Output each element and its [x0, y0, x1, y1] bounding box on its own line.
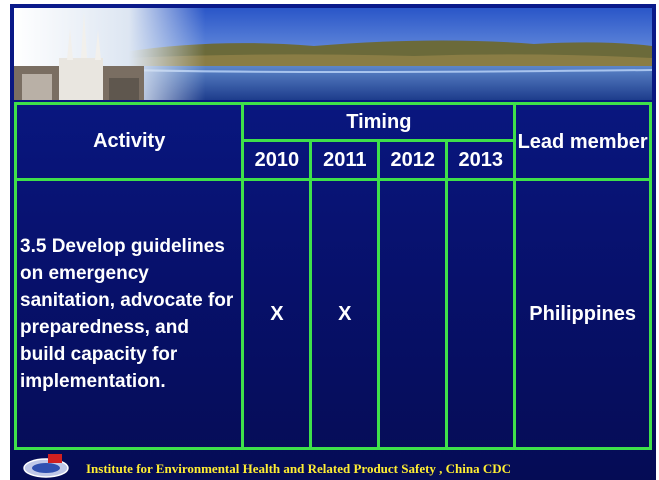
slide: Activity Timing Lead member 2010 2011 2012…: [10, 4, 656, 480]
year-header: 2013: [445, 139, 517, 181]
footer-text: Institute for Environmental Health and R…: [86, 461, 512, 476]
lead-cell: Philippines: [513, 178, 652, 450]
banner-image: [14, 8, 652, 100]
year-header: 2010: [241, 139, 313, 181]
footer: Institute for Environmental Health and R…: [10, 452, 656, 480]
year-header: 2011: [309, 139, 381, 181]
table-row: 3.5 Develop guidelines on emergency sani…: [13, 178, 652, 450]
activity-cell: 3.5 Develop guidelines on emergency sani…: [13, 178, 245, 450]
activity-header: Activity: [13, 102, 245, 181]
timing-cell: X: [241, 178, 313, 450]
lead-header: Lead member: [513, 102, 652, 181]
timing-cell: [377, 178, 449, 450]
year-header: 2012: [377, 139, 449, 181]
timing-cell: X: [309, 178, 381, 450]
activity-table: Activity Timing Lead member 2010 2011 2012…: [13, 102, 652, 450]
timing-cell: [445, 178, 517, 450]
logo: [23, 454, 69, 478]
year-row: 2010 2011 2012 2013: [16, 139, 651, 181]
timing-header: Timing: [241, 102, 517, 142]
